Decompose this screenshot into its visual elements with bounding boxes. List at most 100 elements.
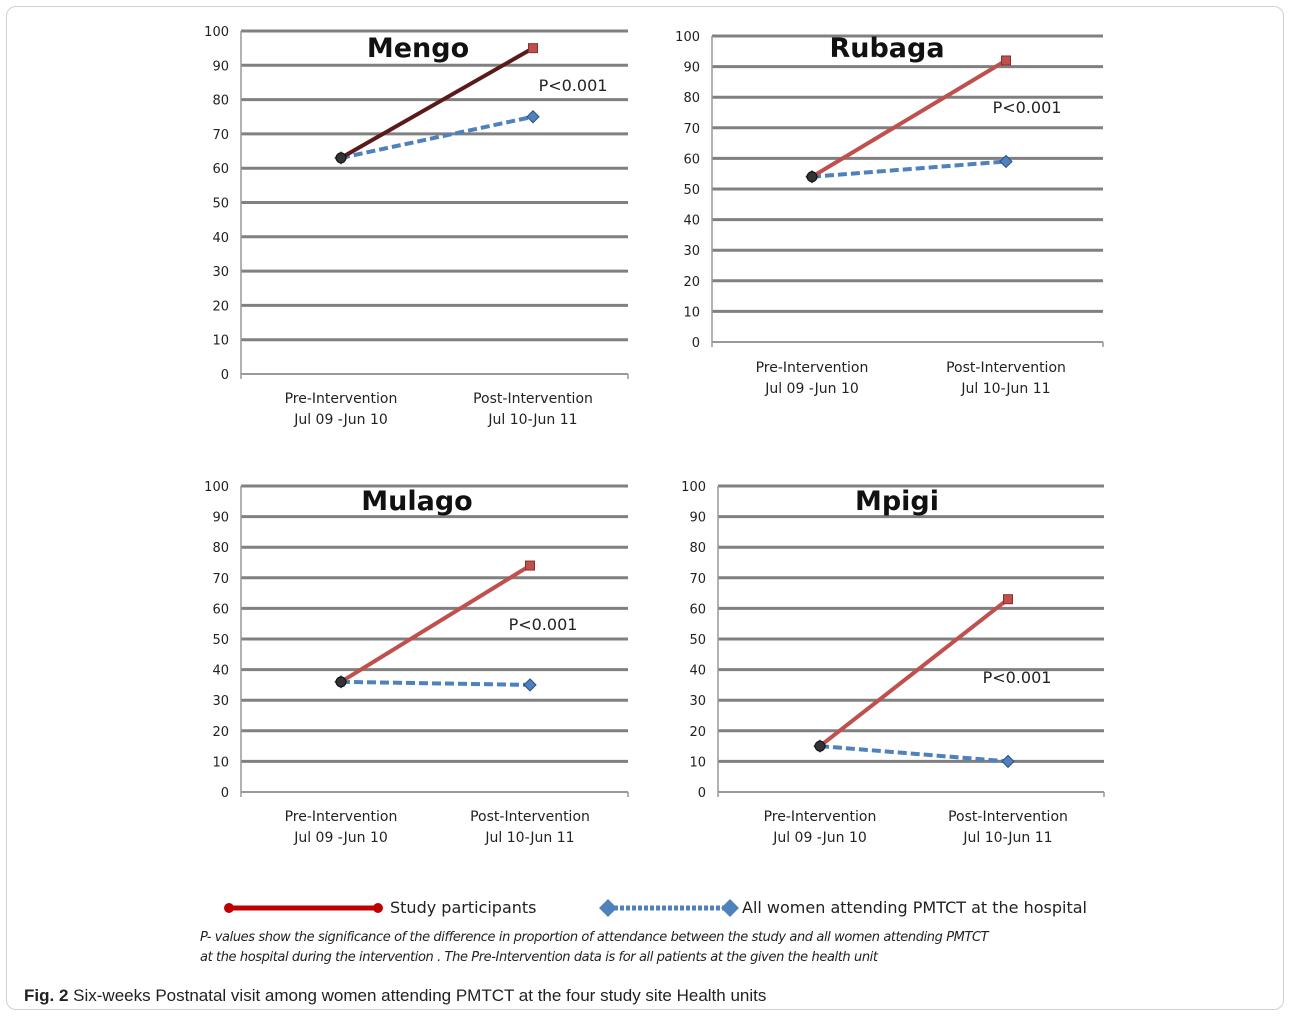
figure-note-line-2: at the hospital during the intervention …	[200, 950, 878, 965]
panel-1-ytick-label: 90	[212, 59, 229, 74]
panel-4-ytick-label: 100	[681, 480, 706, 495]
panel-3-series-study-point	[525, 560, 535, 571]
panel-1-ytick-label: 40	[212, 231, 229, 246]
figure-caption: Fig. 2 Six-weeks Postnatal visit among w…	[24, 986, 766, 1006]
panel-1-title: Mengo	[367, 33, 469, 64]
legend-study-marker	[224, 903, 234, 913]
panel-4-ytick-label: 70	[689, 572, 706, 587]
panel-3-series-study-line	[339, 563, 532, 684]
panel-2-x-category-label: Jul 09 -Jun 10	[764, 381, 859, 397]
panel-3-series-all-women-line	[340, 679, 531, 687]
panel-4-ytick-label: 80	[689, 541, 706, 556]
panel-3-ytick-label: 70	[212, 572, 229, 587]
panel-3-ytick-label: 10	[212, 755, 229, 770]
panel-1-x-category-label: Jul 09 -Jun 10	[293, 412, 388, 428]
panel-4-x-category-label: Pre-Intervention	[764, 809, 877, 825]
panel-4-title: Mpigi	[855, 486, 939, 517]
panel-2-x-category-label: Jul 10-Jun 11	[960, 381, 1050, 397]
panel-3-ytick-label: 0	[221, 786, 229, 801]
panel-2-x-category-label: Pre-Intervention	[756, 360, 869, 376]
panel-3-title: Mulago	[361, 486, 472, 517]
panel-3-x-category-label: Jul 09 -Jun 10	[293, 830, 388, 846]
panel-1-series-all-women-line	[340, 114, 534, 160]
panel-1-p-value-annotation: P<0.001	[539, 76, 608, 95]
panel-3-ytick-label: 40	[212, 664, 229, 679]
panel-1-x-category-label: Pre-Intervention	[285, 391, 398, 407]
panel-2-series-study-point	[1001, 55, 1011, 66]
panel-3-ytick-label: 60	[212, 602, 229, 617]
panel-4-series-study-point	[814, 740, 826, 752]
panel-1-series-all-women-point	[526, 110, 540, 124]
legend-study-marker	[373, 903, 383, 913]
panel-3-series-study-point	[335, 676, 347, 688]
panel-3-p-value-annotation: P<0.001	[509, 615, 578, 634]
legend-all-women-marker	[721, 899, 739, 917]
panel-2-ytick-label: 90	[683, 61, 700, 76]
panel-1-ytick-label: 70	[212, 128, 229, 143]
figure-note-line-1: P- values show the significance of the d…	[200, 930, 989, 945]
panel-2-title: Rubaga	[829, 33, 944, 64]
panel-3-series-all-women-point	[523, 678, 537, 692]
panel-4-ytick-label: 20	[689, 725, 706, 740]
panel-3-ytick-label: 80	[212, 541, 229, 556]
panel-2-ytick-label: 10	[683, 305, 700, 320]
panel-3-ytick-label: 20	[212, 725, 229, 740]
legend-study-label: Study participants	[390, 898, 537, 917]
panel-2-ytick-label: 60	[683, 152, 700, 167]
panel-4-ytick-label: 40	[689, 664, 706, 679]
panel-4-series-all-women-line	[819, 744, 1009, 764]
panel-1-ytick-label: 100	[204, 25, 229, 40]
panel-1-series-study-point	[335, 152, 347, 164]
panel-2-series-study-line	[810, 58, 1008, 179]
caption-label: Fig. 2	[24, 986, 69, 1005]
panel-2-ytick-label: 20	[683, 275, 700, 290]
panel-4-series-all-women-point	[1001, 754, 1015, 769]
panel-4-ytick-label: 50	[689, 633, 706, 648]
panel-1-ytick-label: 60	[212, 162, 229, 177]
caption-text: Six-weeks Postnatal visit among women at…	[73, 986, 767, 1005]
panel-3-x-category-label: Pre-Intervention	[285, 809, 398, 825]
panel-4-ytick-label: 0	[698, 786, 706, 801]
panel-2-series-all-women-point	[999, 154, 1013, 169]
panel-1-ytick-label: 80	[212, 94, 229, 109]
panel-3-ytick-label: 90	[212, 511, 229, 526]
panel-1-series-study-line	[340, 46, 534, 160]
panel-2-ytick-label: 40	[683, 214, 700, 229]
panel-1-ytick-label: 20	[212, 299, 229, 314]
panel-4-series-study-point	[1003, 594, 1013, 605]
panel-4-x-category-label: Jul 10-Jun 11	[962, 830, 1052, 846]
panel-4-ytick-label: 60	[689, 602, 706, 617]
panel-4-ytick-label: 10	[689, 755, 706, 770]
panel-3-ytick-label: 30	[212, 694, 229, 709]
panel-4-x-category-label: Post-Intervention	[948, 809, 1068, 825]
legend-all-women-label: All women attending PMTCT at the hospita…	[742, 898, 1087, 917]
panel-3-x-category-label: Post-Intervention	[470, 809, 590, 825]
panel-1-ytick-label: 0	[221, 368, 229, 383]
panel-4-p-value-annotation: P<0.001	[983, 668, 1052, 687]
panel-3-ytick-label: 100	[204, 480, 229, 495]
panel-2-ytick-label: 70	[683, 122, 700, 137]
panel-1-ytick-label: 30	[212, 265, 229, 280]
panel-1-ytick-label: 50	[212, 197, 229, 212]
panel-4-ytick-label: 30	[689, 694, 706, 709]
panel-1-x-category-label: Post-Intervention	[473, 391, 593, 407]
panel-4-x-category-label: Jul 09 -Jun 10	[772, 830, 867, 846]
panel-1-x-category-label: Jul 10-Jun 11	[487, 412, 577, 428]
panel-1-series-study-point	[528, 43, 538, 54]
panel-2-x-category-label: Post-Intervention	[946, 360, 1066, 376]
figure-frame	[6, 6, 1284, 1010]
panel-2-ytick-label: 30	[683, 244, 700, 259]
panel-3-ytick-label: 50	[212, 633, 229, 648]
panel-2-p-value-annotation: P<0.001	[993, 98, 1062, 117]
panel-1-ytick-label: 10	[212, 334, 229, 349]
panel-4-ytick-label: 90	[689, 511, 706, 526]
panel-2-series-all-women-line	[811, 159, 1007, 179]
panel-4-series-study-line	[818, 597, 1010, 748]
panel-2-ytick-label: 80	[683, 91, 700, 106]
panel-2-ytick-label: 100	[675, 30, 700, 45]
panel-2-ytick-label: 0	[692, 336, 700, 351]
panel-2-ytick-label: 50	[683, 183, 700, 198]
panel-2-series-study-point	[806, 171, 818, 183]
legend-all-women-marker	[599, 899, 617, 917]
